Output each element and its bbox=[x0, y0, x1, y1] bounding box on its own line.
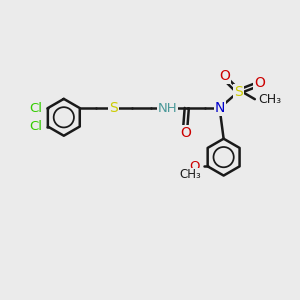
Text: N: N bbox=[215, 101, 225, 115]
Text: O: O bbox=[189, 160, 200, 173]
Text: S: S bbox=[110, 101, 118, 115]
Text: Cl: Cl bbox=[29, 120, 42, 133]
Text: NH: NH bbox=[158, 102, 177, 115]
Text: O: O bbox=[254, 76, 265, 90]
Text: Cl: Cl bbox=[29, 102, 42, 115]
Text: O: O bbox=[180, 126, 191, 140]
Text: S: S bbox=[234, 85, 243, 99]
Text: CH₃: CH₃ bbox=[258, 93, 281, 106]
Text: O: O bbox=[219, 69, 230, 83]
Text: CH₃: CH₃ bbox=[180, 168, 202, 181]
